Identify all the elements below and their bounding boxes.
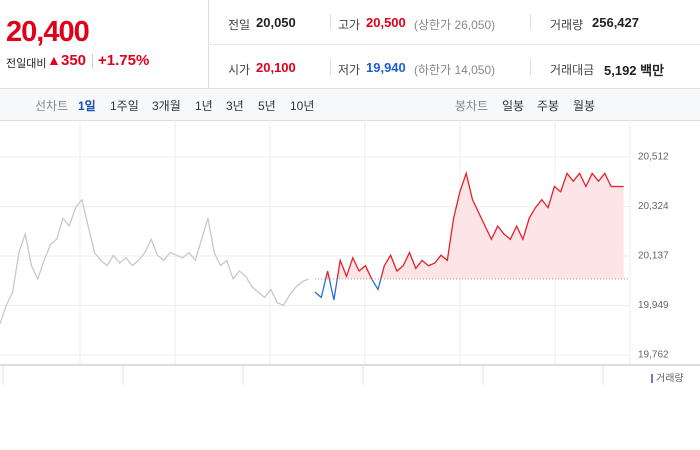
tab[interactable]: 3개월: [152, 99, 181, 113]
y-tick-label: 19,762: [638, 350, 669, 361]
tab[interactable]: 10년: [290, 99, 315, 113]
tab[interactable]: 월봉: [573, 99, 596, 113]
tab-group-label: 봉차트: [455, 99, 489, 113]
legend-label: 거래량: [656, 373, 684, 385]
y-tick-label: 20,324: [638, 201, 669, 212]
tab[interactable]: 3년: [226, 99, 244, 113]
stat-value: 5,192 백만: [604, 63, 665, 78]
stat-value: 256,427: [592, 15, 639, 30]
change-arrow: ▲: [47, 52, 61, 68]
stat-value: 20,100: [256, 60, 296, 75]
price-box: 20,400 전일대비 ▲ 350 +1.75%: [0, 0, 209, 88]
stat-label: 고가: [338, 18, 361, 32]
stat-label: 거래량: [550, 18, 584, 32]
divider: [330, 59, 331, 75]
tab[interactable]: 1년: [195, 99, 213, 113]
area: [315, 173, 624, 279]
tab[interactable]: 5년: [258, 99, 276, 113]
y-tick-label: 19,949: [638, 300, 669, 311]
price: 20,400: [6, 16, 90, 48]
tab[interactable]: 주봉: [537, 99, 560, 113]
tab[interactable]: 일봉: [502, 99, 525, 113]
row-divider: [208, 44, 700, 45]
tab[interactable]: 1주일: [110, 99, 139, 113]
legend-swatch: [651, 374, 653, 383]
y-tick-label: 20,137: [638, 251, 669, 262]
change-label: 전일대비: [6, 58, 47, 70]
tab-bar: [0, 88, 700, 121]
divider: [530, 14, 531, 30]
stat-label: 거래대금: [550, 63, 595, 77]
tab[interactable]: 1일: [78, 99, 96, 113]
line-up: [325, 170, 624, 279]
stat-value: 20,050: [256, 15, 296, 30]
stat-label: 저가: [338, 63, 361, 77]
divider: [530, 59, 531, 75]
stat-value: 19,940: [366, 60, 406, 75]
tab-group-label: 선차트: [35, 99, 69, 113]
line: [0, 198, 309, 325]
chart: 20,512 20,324 20,137 19,949 19,762 거래량: [0, 120, 700, 385]
change-rate: +1.75%: [98, 52, 150, 69]
stat-note: (상한가 26,050): [414, 18, 496, 32]
stat-label: 전일: [228, 18, 251, 32]
divider: [92, 54, 93, 68]
stat-value: 20,500: [366, 15, 406, 30]
divider: [330, 14, 331, 30]
change: 350: [61, 52, 87, 69]
stat-note: (하한가 14,050): [414, 63, 496, 77]
stat-label: 시가: [228, 63, 251, 77]
y-tick-label: 20,512: [638, 152, 669, 163]
